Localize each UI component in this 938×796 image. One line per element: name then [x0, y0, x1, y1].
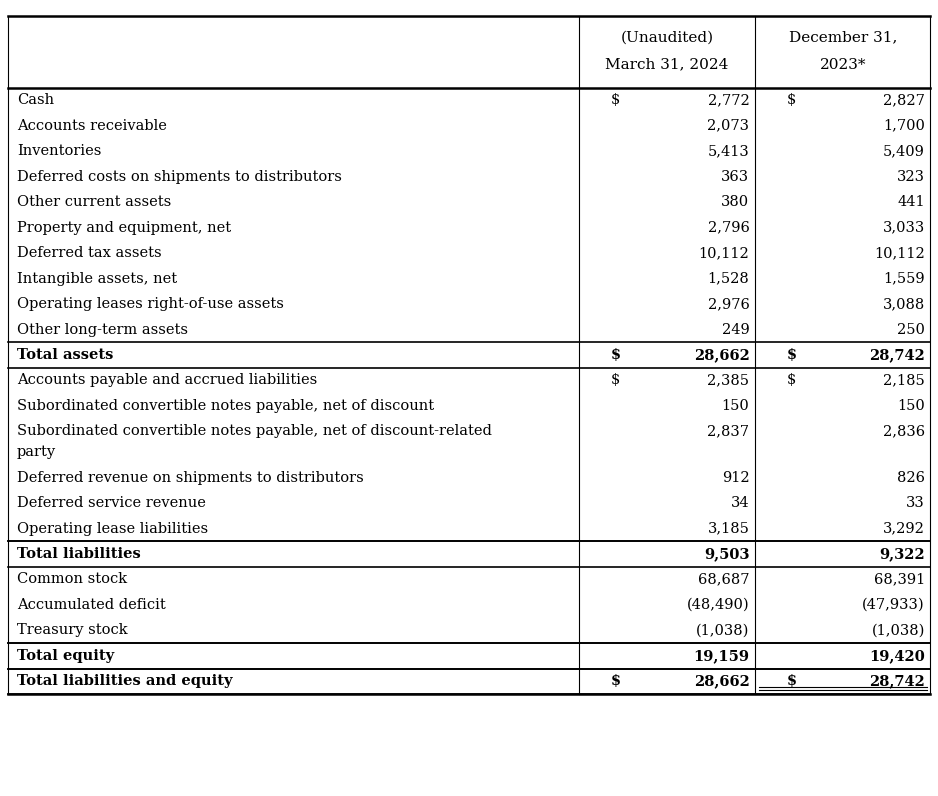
Text: 10,112: 10,112: [874, 246, 925, 260]
Text: Deferred revenue on shipments to distributors: Deferred revenue on shipments to distrib…: [17, 470, 364, 485]
Text: Deferred tax assets: Deferred tax assets: [17, 246, 161, 260]
Text: 5,413: 5,413: [708, 144, 749, 158]
Text: (1,038): (1,038): [696, 623, 749, 638]
Text: Common stock: Common stock: [17, 572, 127, 587]
Text: 9,322: 9,322: [879, 547, 925, 561]
Text: Accumulated deficit: Accumulated deficit: [17, 598, 166, 612]
Text: 380: 380: [721, 195, 749, 209]
Text: Other current assets: Other current assets: [17, 195, 171, 209]
Text: 2,073: 2,073: [707, 119, 749, 133]
Text: 10,112: 10,112: [699, 246, 749, 260]
Text: 19,420: 19,420: [870, 649, 925, 663]
Text: 150: 150: [897, 399, 925, 413]
Text: 3,033: 3,033: [883, 220, 925, 235]
Text: 2023*: 2023*: [820, 57, 866, 72]
Text: Inventories: Inventories: [17, 144, 101, 158]
Text: 363: 363: [721, 170, 749, 184]
Text: Total equity: Total equity: [17, 649, 114, 663]
Text: 150: 150: [721, 399, 749, 413]
Text: Other long-term assets: Other long-term assets: [17, 322, 188, 337]
Text: $: $: [611, 373, 620, 388]
Text: 912: 912: [722, 470, 749, 485]
Text: December 31,: December 31,: [789, 30, 897, 45]
Text: Total liabilities and equity: Total liabilities and equity: [17, 674, 233, 689]
Text: 2,772: 2,772: [708, 93, 749, 107]
Text: 2,837: 2,837: [707, 424, 749, 438]
Text: 68,391: 68,391: [873, 572, 925, 587]
Text: 1,700: 1,700: [883, 119, 925, 133]
Text: Treasury stock: Treasury stock: [17, 623, 128, 638]
Text: 2,976: 2,976: [707, 297, 749, 311]
Text: 2,385: 2,385: [707, 373, 749, 388]
Text: $: $: [787, 93, 796, 107]
Text: March 31, 2024: March 31, 2024: [605, 57, 729, 72]
Text: Deferred costs on shipments to distributors: Deferred costs on shipments to distribut…: [17, 170, 341, 184]
Text: 2,796: 2,796: [707, 220, 749, 235]
Text: 826: 826: [897, 470, 925, 485]
Text: Cash: Cash: [17, 93, 54, 107]
Text: 2,185: 2,185: [883, 373, 925, 388]
Text: 249: 249: [721, 322, 749, 337]
Text: Total assets: Total assets: [17, 348, 113, 362]
Text: 3,292: 3,292: [883, 521, 925, 536]
Text: Property and equipment, net: Property and equipment, net: [17, 220, 231, 235]
Text: $: $: [611, 93, 620, 107]
Text: 250: 250: [897, 322, 925, 337]
Text: (1,038): (1,038): [871, 623, 925, 638]
Text: 19,159: 19,159: [693, 649, 749, 663]
Text: 28,662: 28,662: [693, 674, 749, 689]
Text: $: $: [787, 373, 796, 388]
Text: party: party: [17, 446, 56, 459]
Text: 9,503: 9,503: [704, 547, 749, 561]
Text: Accounts payable and accrued liabilities: Accounts payable and accrued liabilities: [17, 373, 317, 388]
Text: 323: 323: [897, 170, 925, 184]
Text: 1,528: 1,528: [708, 271, 749, 286]
Text: Subordinated convertible notes payable, net of discount-related: Subordinated convertible notes payable, …: [17, 424, 492, 438]
Text: 28,662: 28,662: [693, 348, 749, 362]
Text: 68,687: 68,687: [698, 572, 749, 587]
Text: Total liabilities: Total liabilities: [17, 547, 141, 561]
Text: Deferred service revenue: Deferred service revenue: [17, 496, 205, 510]
Text: 3,088: 3,088: [883, 297, 925, 311]
Text: (Unaudited): (Unaudited): [620, 30, 714, 45]
Text: 3,185: 3,185: [707, 521, 749, 536]
Text: Accounts receivable: Accounts receivable: [17, 119, 167, 133]
Text: 1,559: 1,559: [884, 271, 925, 286]
Text: 34: 34: [731, 496, 749, 510]
Text: Subordinated convertible notes payable, net of discount: Subordinated convertible notes payable, …: [17, 399, 434, 413]
Text: 28,742: 28,742: [869, 348, 925, 362]
Text: (48,490): (48,490): [687, 598, 749, 612]
Text: Operating leases right-of-use assets: Operating leases right-of-use assets: [17, 297, 284, 311]
Text: 2,827: 2,827: [883, 93, 925, 107]
Text: (47,933): (47,933): [862, 598, 925, 612]
Text: $: $: [787, 348, 796, 362]
Text: Intangible assets, net: Intangible assets, net: [17, 271, 177, 286]
Text: 33: 33: [906, 496, 925, 510]
Text: $: $: [787, 674, 796, 689]
Text: 2,836: 2,836: [883, 424, 925, 438]
Text: $: $: [611, 674, 621, 689]
Text: 5,409: 5,409: [883, 144, 925, 158]
Text: 28,742: 28,742: [869, 674, 925, 689]
Text: 441: 441: [898, 195, 925, 209]
Text: Operating lease liabilities: Operating lease liabilities: [17, 521, 208, 536]
Text: $: $: [611, 348, 621, 362]
